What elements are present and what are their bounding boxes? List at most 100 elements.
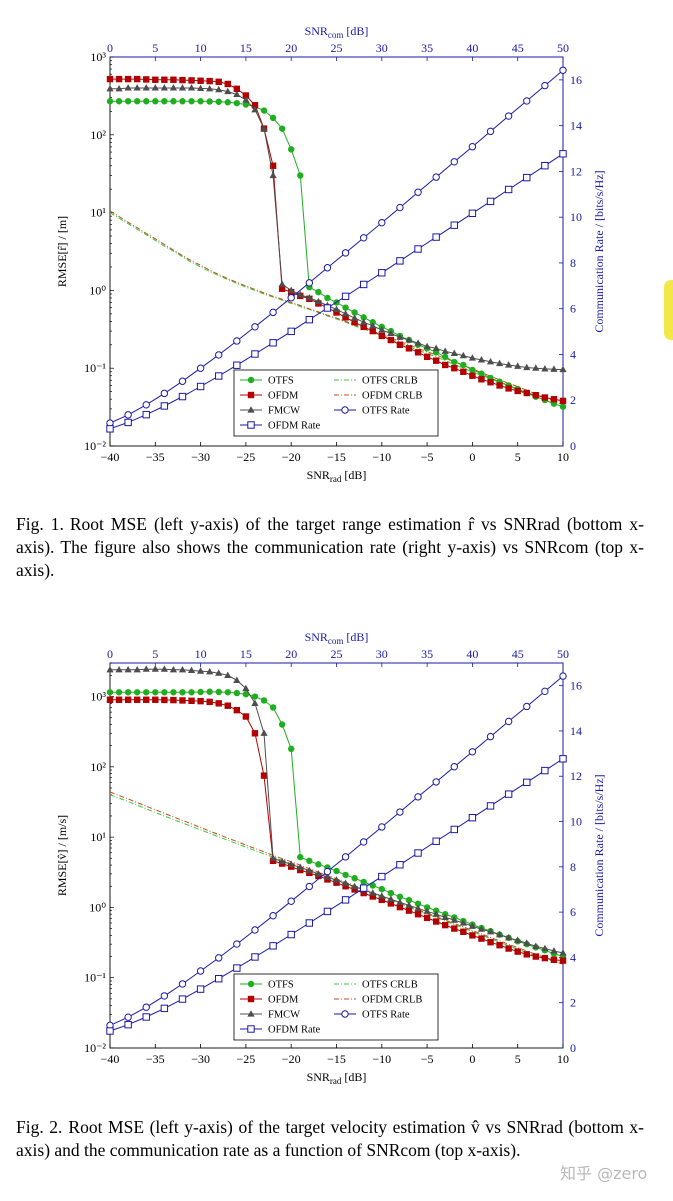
fig1-point-otfs <box>478 370 485 377</box>
fig2-point-fmcw <box>305 866 313 874</box>
fig2-point-fmcw <box>215 669 223 676</box>
fig2-point-fmcw <box>514 936 522 943</box>
fig1-point-ofdm-rate <box>378 269 386 277</box>
fig1-line-otfs <box>110 100 564 408</box>
fig1-xb-tick-label: 0 <box>469 450 475 464</box>
fig1-point-ofdm-rate <box>432 233 440 241</box>
fig1-point-ofdm <box>242 92 250 99</box>
fig2-legend-label-otfs-crlb: OTFS CRLB <box>362 980 418 991</box>
fig1-point-ofdm-rate <box>106 425 114 433</box>
fig2-xb-tick-label: −35 <box>146 1052 165 1066</box>
fig2-point-otfs-rate <box>468 748 477 756</box>
fig2-point-ofdm <box>469 932 476 939</box>
fig2-point-otfs-rate <box>486 732 495 741</box>
fig1-xb-tick-label: −25 <box>237 450 256 464</box>
fig2-yr-tick-label: 0 <box>570 1041 576 1055</box>
fig2-yr-tick-label: 14 <box>570 724 582 738</box>
fig1-series-ofdm-crlb <box>109 210 564 406</box>
fig1-point-fmcw <box>206 85 214 92</box>
fig1-point-fmcw <box>396 333 404 340</box>
fig1-xt-tick-label: 5 <box>152 41 158 55</box>
fig1-point-fmcw <box>387 329 395 337</box>
fig2-point-ofdm-rate <box>396 861 404 869</box>
fig1-xb-tick-label: −5 <box>421 450 434 464</box>
fig2-point-otfs <box>360 878 367 886</box>
fig1-point-fmcw <box>242 96 250 103</box>
fig2-point-ofdm <box>170 696 177 704</box>
fig1-xb-tick-label: −40 <box>101 450 120 464</box>
fig2-point-fmcw <box>269 854 277 861</box>
fig1-point-fmcw <box>405 336 413 343</box>
fig2-point-ofdm <box>215 700 222 707</box>
fig1-xb-tick-label: −30 <box>191 450 210 464</box>
fig2-point-otfs-rate <box>215 954 223 962</box>
fig1-xt-tick-label: 30 <box>376 41 388 55</box>
fig1-yr-tick-label: 2 <box>570 393 576 407</box>
fig2-point-otfs <box>133 689 141 696</box>
fig2-point-ofdm <box>179 697 186 704</box>
fig2-point-ofdm <box>360 889 367 897</box>
fig2-point-otfs-rate <box>178 980 187 988</box>
fig2-point-fmcw <box>441 913 449 921</box>
fig2-point-otfs-rate <box>541 687 549 696</box>
fig1-point-fmcw <box>115 85 123 92</box>
fig2-point-ofdm-rate <box>323 907 332 916</box>
fig1-point-ofdm <box>143 76 150 83</box>
fig1-point-otfs-rate <box>523 97 531 105</box>
fig1-point-ofdm <box>532 391 540 399</box>
fig1-point-ofdm <box>333 309 340 316</box>
fig2-point-ofdm <box>496 942 503 949</box>
fig1-point-ofdm <box>559 397 567 405</box>
fig2-point-fmcw <box>450 916 458 923</box>
fig2-xt-tick-label: 25 <box>331 647 343 661</box>
fig1-point-ofdm <box>460 368 467 375</box>
fig2-yl-tick-label: 10¹ <box>90 830 106 844</box>
fig1-point-otfs <box>124 98 132 105</box>
fig2-point-otfs-rate <box>414 793 422 801</box>
fig2-xt-tick-label: 30 <box>376 647 388 661</box>
fig2-point-ofdm <box>206 698 213 706</box>
fig2-point-fmcw <box>505 933 513 941</box>
fig2-point-ofdm-rate <box>251 953 259 961</box>
fig2-point-ofdm <box>423 914 431 922</box>
fig1-point-ofdm-rate <box>305 315 314 324</box>
fig2-point-ofdm <box>224 702 231 709</box>
fig2-line-ofdm <box>110 699 564 962</box>
fig2-point-fmcw <box>523 939 531 946</box>
fig1-xt-tick-label: 10 <box>195 41 207 55</box>
fig1-point-otfs-rate <box>468 142 477 151</box>
fig1-point-ofdm-rate <box>341 292 350 301</box>
fig1-point-ofdm-rate <box>178 392 187 401</box>
fig1-ylabel-right: Communication Rate / [bits/s/Hz] <box>592 170 606 332</box>
fig2-legend-marker-ofdm <box>247 995 255 1003</box>
fig1-point-fmcw <box>133 84 141 91</box>
fig1-point-ofdm-rate <box>269 339 277 347</box>
fig1-legend-marker-ofdm-rate <box>247 421 255 429</box>
fig1-point-fmcw <box>332 305 341 312</box>
fig2-point-fmcw <box>242 684 250 692</box>
fig1-point-ofdm <box>179 76 186 84</box>
fig2-point-fmcw <box>160 665 168 672</box>
fig2-point-ofdm <box>387 900 395 907</box>
fig1-xt-tick-label: 20 <box>285 41 297 55</box>
fig2-point-otfs <box>396 893 404 900</box>
fig2-point-fmcw <box>314 870 322 877</box>
fig2-point-otfs <box>278 721 286 728</box>
fig2-legend-label-ofdm: OFDM <box>268 995 299 1006</box>
fig2-point-fmcw <box>151 665 159 672</box>
fig2-series-fmcw <box>106 665 567 956</box>
fig2-point-ofdm <box>260 772 268 779</box>
fig2-point-otfs-rate <box>432 778 440 786</box>
fig1-point-ofdm <box>514 387 521 395</box>
fig1-point-fmcw <box>360 318 368 325</box>
fig1-point-fmcw <box>197 84 205 91</box>
fig1-point-otfs-rate <box>287 294 295 302</box>
fig2-xt-tick-label: 50 <box>557 647 569 661</box>
fig1-point-otfs-rate <box>142 401 150 409</box>
fig1-xb-tick-label: −15 <box>327 450 346 464</box>
fig2-yl-tick-label: 10³ <box>90 690 106 704</box>
fig2-point-fmcw <box>251 699 259 706</box>
fig1-point-ofdm <box>251 102 259 109</box>
fig1-point-otfs <box>152 98 159 105</box>
fig1-yl-tick-label: 10⁰ <box>89 283 106 297</box>
